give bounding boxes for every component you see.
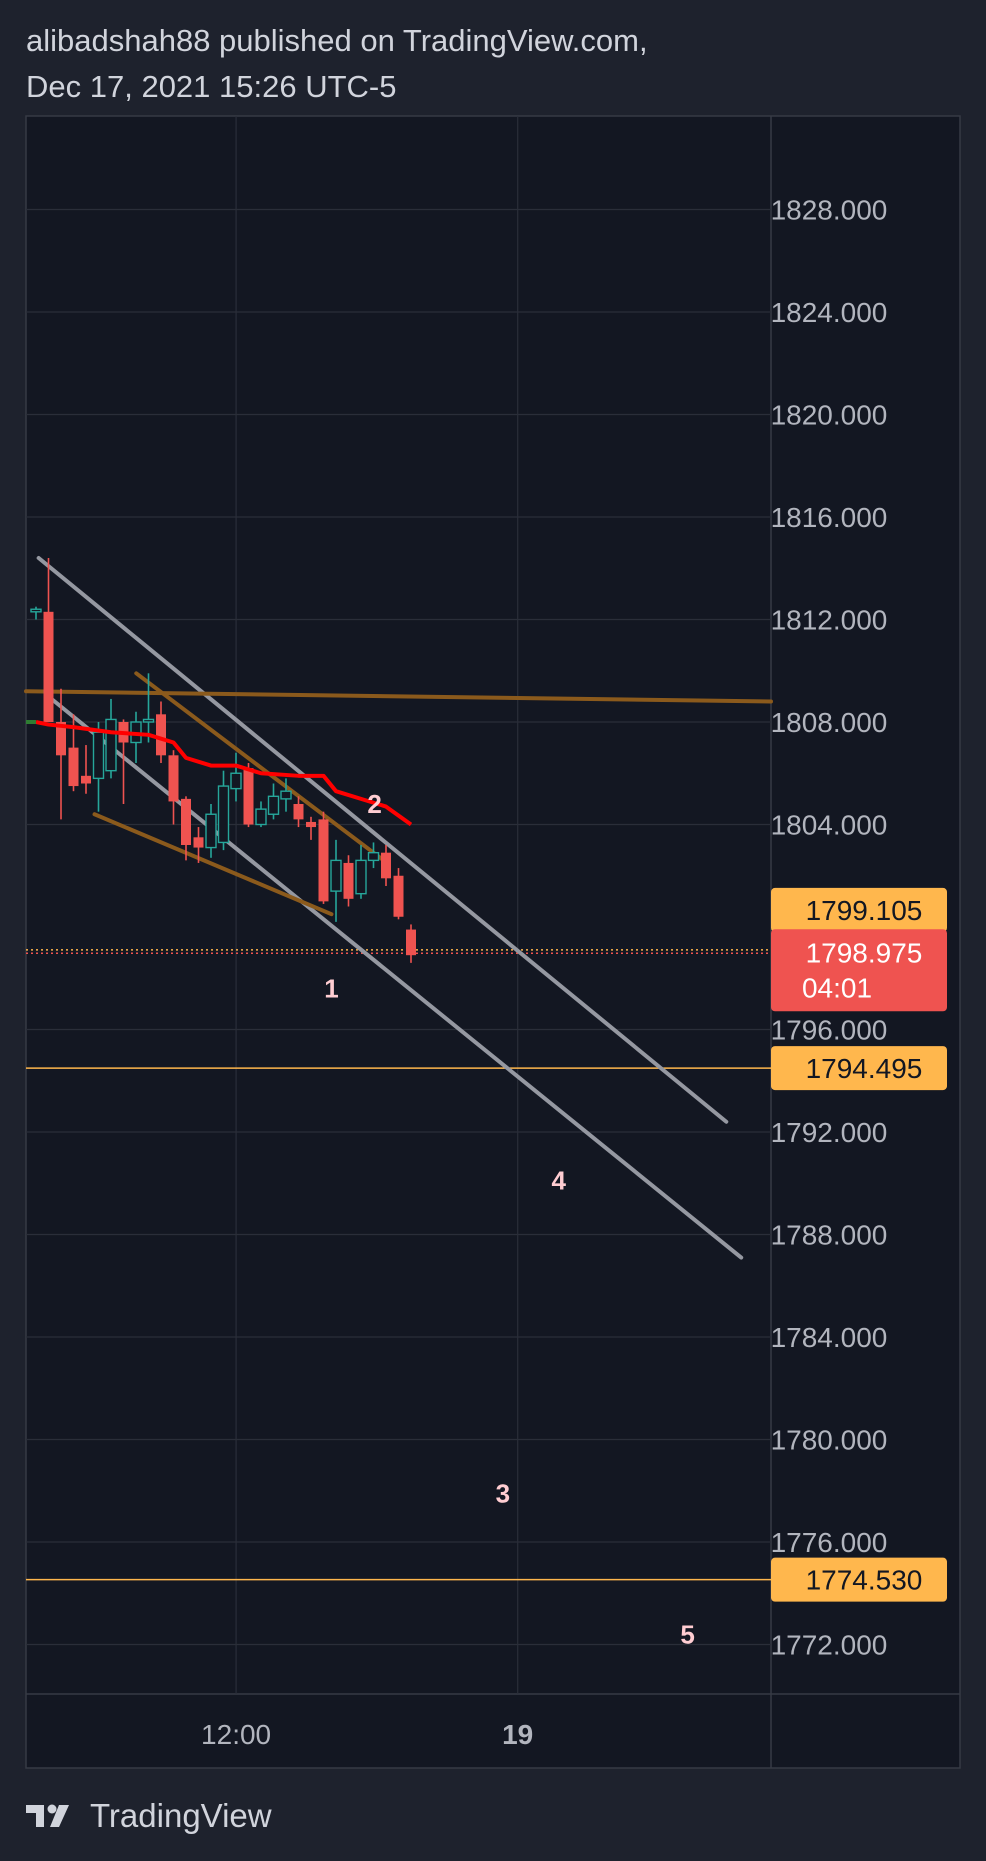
price-level-value: 1774.530 xyxy=(806,1565,923,1596)
tradingview-logo-icon xyxy=(26,1804,69,1827)
y-tick-label: 1812.000 xyxy=(771,605,888,636)
tradingview-brand: TradingView xyxy=(90,1797,272,1834)
candle-body[interactable] xyxy=(293,804,304,820)
y-tick-label: 1828.000 xyxy=(771,195,888,226)
candle-body[interactable] xyxy=(205,813,217,849)
publication-header: alibadshah88 published on TradingView.co… xyxy=(26,18,648,110)
y-tick-label: 1816.000 xyxy=(771,502,888,533)
candle-body[interactable] xyxy=(92,731,105,780)
candle-body[interactable] xyxy=(393,875,404,917)
wave-label-4: 4 xyxy=(551,1166,566,1196)
candle-body[interactable] xyxy=(406,929,416,956)
y-tick-label: 1792.000 xyxy=(771,1117,888,1148)
y-tick-label: 1796.000 xyxy=(771,1015,888,1046)
candle-body[interactable] xyxy=(181,798,191,845)
horizontal-brown-trendline[interactable] xyxy=(24,689,773,704)
upper-brown-wedge-trendline[interactable] xyxy=(134,671,386,863)
candle-body[interactable] xyxy=(43,611,54,722)
price-level-badge xyxy=(771,887,947,932)
current-price-badge xyxy=(771,929,947,1012)
y-tick-label: 1780.000 xyxy=(771,1425,888,1456)
footer: TradingView xyxy=(26,1796,272,1836)
y-tick-label: 1808.000 xyxy=(771,707,888,738)
candle-body[interactable] xyxy=(168,755,179,802)
candle-body[interactable] xyxy=(217,785,230,844)
wave-label-1: 1 xyxy=(324,974,338,1004)
candle-body[interactable] xyxy=(142,718,155,723)
candle-body[interactable] xyxy=(355,859,367,895)
candle-body[interactable] xyxy=(330,859,342,892)
candle-body[interactable] xyxy=(367,851,380,862)
candle-body[interactable] xyxy=(156,714,166,756)
candle-body[interactable] xyxy=(267,795,280,815)
price-level-badge xyxy=(771,1557,947,1602)
lower-brown-wedge-trendline[interactable] xyxy=(92,812,334,917)
current-price-value: 1798.975 xyxy=(806,937,923,968)
candle-body[interactable] xyxy=(280,790,292,800)
publish-date-line: Dec 17, 2021 15:26 UTC-5 xyxy=(26,69,397,104)
candle-body[interactable] xyxy=(306,821,316,828)
x-tick-label: 19 xyxy=(502,1719,533,1750)
candle-body[interactable] xyxy=(243,768,254,825)
price-level-value: 1799.105 xyxy=(806,895,923,926)
y-tick-label: 1820.000 xyxy=(771,400,888,431)
ema-line xyxy=(35,720,413,827)
y-tick-label: 1804.000 xyxy=(771,810,888,841)
candle-body[interactable] xyxy=(56,722,66,756)
wave-label-3: 3 xyxy=(496,1478,510,1508)
candle-body[interactable] xyxy=(255,808,267,826)
candle-body[interactable] xyxy=(68,747,79,787)
price-level-value: 1794.495 xyxy=(806,1053,923,1084)
y-tick-label: 1784.000 xyxy=(771,1322,888,1353)
y-tick-label: 1824.000 xyxy=(771,297,888,328)
x-tick-label: 12:00 xyxy=(201,1719,271,1750)
wave-label-5: 5 xyxy=(680,1619,694,1649)
candle-body[interactable] xyxy=(343,862,354,899)
y-tick-label: 1776.000 xyxy=(771,1527,888,1558)
candle-body[interactable] xyxy=(81,775,91,784)
upper-gray-channel-trendline[interactable] xyxy=(36,556,729,1124)
y-tick-label: 1788.000 xyxy=(771,1220,888,1251)
wave-label-2: 2 xyxy=(367,789,381,819)
y-tick-label: 1772.000 xyxy=(771,1630,888,1661)
candle-body[interactable] xyxy=(381,852,391,879)
price-level-badge xyxy=(771,1046,947,1091)
candle-body[interactable] xyxy=(230,772,242,790)
publisher-line: alibadshah88 published on TradingView.co… xyxy=(26,23,648,58)
candle-body[interactable] xyxy=(105,718,117,772)
candle-body[interactable] xyxy=(193,837,204,848)
bar-countdown: 04:01 xyxy=(802,972,872,1003)
candle-body[interactable] xyxy=(30,608,42,613)
lower-gray-channel-trendline[interactable] xyxy=(46,694,744,1260)
candle-body[interactable] xyxy=(318,819,329,902)
